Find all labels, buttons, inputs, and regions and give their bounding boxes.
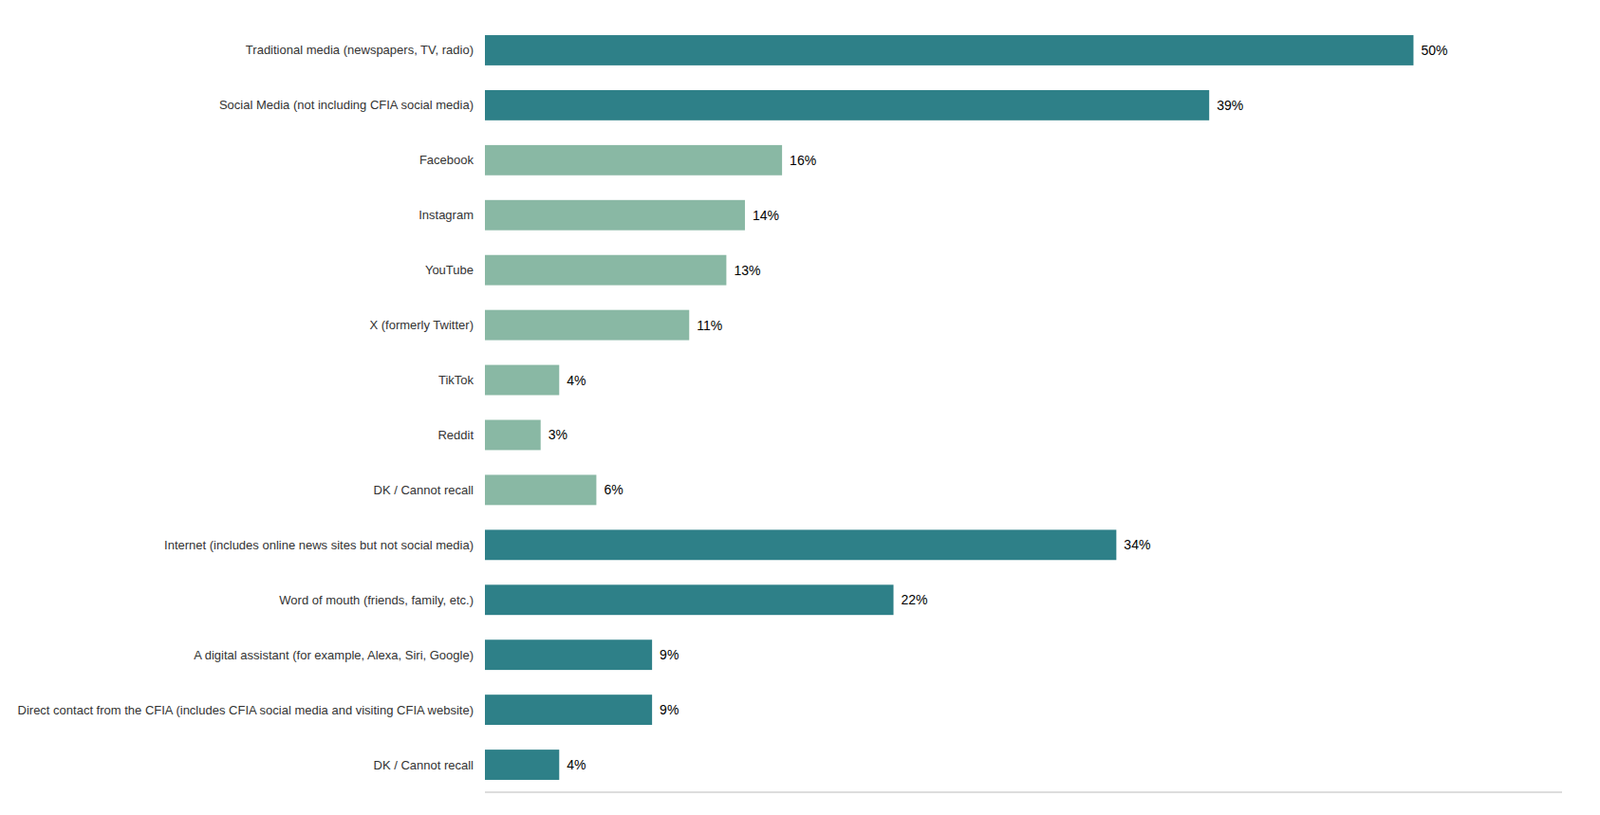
bar xyxy=(484,420,541,451)
data-label: 3% xyxy=(548,427,568,443)
bar xyxy=(484,35,1414,66)
data-label: 22% xyxy=(901,592,929,608)
y-tick-label: Social Media (not including CFIA social … xyxy=(219,97,474,112)
bar xyxy=(484,639,652,670)
data-label: 9% xyxy=(659,647,679,663)
data-label: 4% xyxy=(566,372,586,389)
bar xyxy=(484,310,689,341)
data-label: 50% xyxy=(1420,42,1448,58)
data-label: 16% xyxy=(789,152,817,168)
chart-container: Traditional media (newspapers, TV, radio… xyxy=(0,0,1600,815)
y-tick-label: DK / Cannot recall xyxy=(373,758,475,773)
bar xyxy=(484,365,559,396)
bar xyxy=(484,584,894,615)
bar xyxy=(484,200,745,231)
y-axis-labels: Traditional media (newspapers, TV, radio… xyxy=(18,42,475,772)
y-tick-label: Internet (includes online news sites but… xyxy=(164,538,474,553)
bar xyxy=(484,145,782,176)
data-label: 14% xyxy=(752,207,780,224)
y-tick-label: Word of mouth (friends, family, etc.) xyxy=(279,593,474,608)
bar xyxy=(484,90,1210,121)
background xyxy=(0,0,1600,815)
y-tick-label: A digital assistant (for example, Alexa,… xyxy=(193,648,474,663)
chart: Traditional media (newspapers, TV, radio… xyxy=(0,0,1600,815)
data-label: 39% xyxy=(1216,97,1244,113)
y-tick-label: Direct contact from the CFIA (includes C… xyxy=(18,703,474,718)
x-axis-line xyxy=(484,792,1563,794)
y-tick-label: Instagram xyxy=(418,207,474,223)
data-labels: 50% 39% 16% 14% 13% 11% 4% 3% 6% 34% 22% 9% 9% 4% xyxy=(548,42,1449,773)
data-label: 4% xyxy=(566,757,586,773)
data-label: 6% xyxy=(603,482,623,498)
bar xyxy=(484,749,559,781)
bar xyxy=(484,474,596,505)
data-label: 11% xyxy=(696,317,723,334)
bars xyxy=(484,35,1414,781)
y-tick-label: YouTube xyxy=(425,262,474,278)
y-tick-label: X (formerly Twitter) xyxy=(369,317,474,333)
data-label: 34% xyxy=(1123,537,1151,553)
y-tick-label: DK / Cannot recall xyxy=(373,483,475,498)
y-tick-label: Reddit xyxy=(437,427,474,443)
y-tick-label: Traditional media (newspapers, TV, radio… xyxy=(245,42,474,57)
y-tick-label: Facebook xyxy=(419,152,475,168)
data-label: 13% xyxy=(733,262,761,279)
data-label: 9% xyxy=(659,702,679,718)
bar xyxy=(484,694,652,726)
y-tick-label: TikTok xyxy=(438,372,475,388)
bar xyxy=(484,529,1117,560)
bar xyxy=(484,255,726,286)
